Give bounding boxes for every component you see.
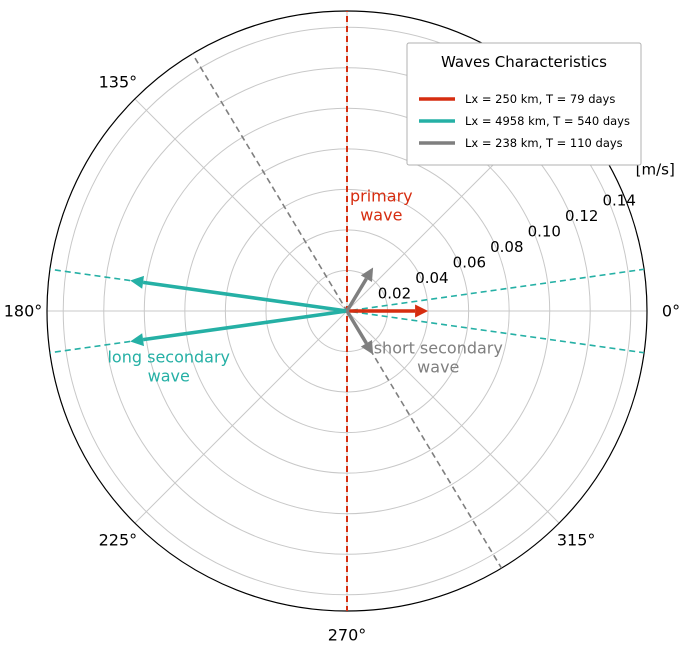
annotation-line: wave <box>148 366 190 385</box>
vector-shaft <box>345 277 368 312</box>
legend-entry: Lx = 238 km, T = 110 days <box>465 136 623 150</box>
r-tick-label: 0.08 <box>490 238 523 256</box>
r-tick-label: 0.10 <box>528 222 561 240</box>
angular-gridline <box>134 310 348 524</box>
vector-arrowhead <box>360 339 374 355</box>
theta-tick-label: 315° <box>557 531 596 550</box>
wave-annotation: primary wave <box>350 186 413 224</box>
r-tick-label: 0.06 <box>453 253 486 271</box>
r-unit-label: [m/s] <box>636 161 675 179</box>
tick-labels: 0°90°135°180°225°270°315°0.020.040.060.0… <box>4 72 680 645</box>
legend-title: Waves Characteristics <box>441 53 607 71</box>
legend-box <box>406 42 642 166</box>
legend-entry: Lx = 4958 km, T = 540 days <box>465 114 630 128</box>
theta-tick-label: 270° <box>328 626 367 645</box>
r-tick-label: 0.02 <box>378 284 411 302</box>
annotation-line: wave <box>360 205 402 224</box>
r-tick-label: 0.04 <box>415 269 448 287</box>
vector-arrowhead <box>415 304 429 318</box>
vector-arrowhead <box>360 267 374 283</box>
legend: Waves Characteristics Lx = 250 km, T = 79… <box>406 42 642 166</box>
r-tick-label: 0.14 <box>602 191 635 209</box>
legend-entry: Lx = 250 km, T = 79 days <box>465 92 615 106</box>
vector-arrowhead <box>130 333 144 347</box>
wave-annotation: long secondary wave <box>107 347 230 385</box>
angular-gridline <box>346 310 560 524</box>
annotation-line: primary <box>350 186 413 205</box>
r-tick-label: 0.12 <box>565 207 598 225</box>
theta-tick-label: 0° <box>662 302 680 321</box>
velocity-vectors <box>130 267 429 355</box>
annotation-line: short secondary <box>374 339 503 358</box>
theta-tick-label: 180° <box>4 302 43 321</box>
angular-gridline <box>134 98 348 312</box>
vector-shaft <box>142 280 348 313</box>
theta-tick-label: 225° <box>99 531 138 550</box>
vector-shaft <box>345 310 368 345</box>
vector-shaft <box>142 309 348 342</box>
theta-tick-label: 135° <box>99 72 138 91</box>
annotation-line: long secondary <box>107 347 230 366</box>
wave-annotation: short secondary wave <box>374 339 503 377</box>
vector-arrowhead <box>130 275 144 289</box>
annotation-line: wave <box>417 358 459 377</box>
